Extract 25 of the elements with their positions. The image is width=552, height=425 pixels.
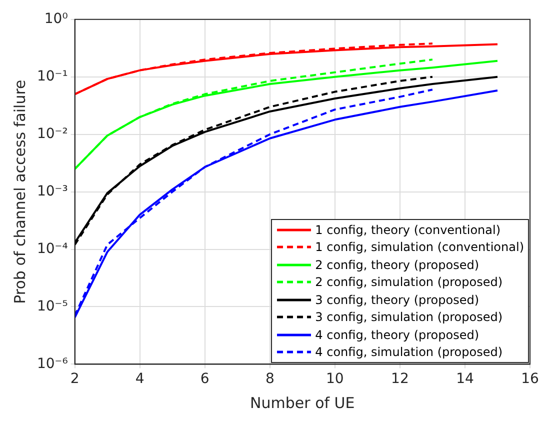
legend-label: 4 config, theory (proposed) bbox=[315, 328, 480, 342]
x-tick-label: 14 bbox=[456, 371, 474, 388]
legend-label: 4 config, simulation (proposed) bbox=[315, 345, 503, 360]
y-tick-label: 10⁻¹ bbox=[36, 68, 68, 85]
legend-label: 2 config, theory (proposed) bbox=[315, 258, 480, 272]
x-tick-label: 8 bbox=[265, 371, 274, 388]
y-tick-label: 10⁰ bbox=[44, 11, 68, 28]
y-tick-label: 10⁻⁴ bbox=[36, 240, 68, 257]
y-tick-label: 10⁻² bbox=[36, 126, 68, 142]
x-tick-label: 12 bbox=[391, 371, 409, 388]
legend-label: 3 config, theory (proposed) bbox=[315, 292, 480, 307]
x-tick-label: 6 bbox=[200, 371, 210, 388]
legend-label: 1 config, simulation (conventional) bbox=[315, 240, 524, 254]
x-axis-title: Number of UE bbox=[250, 394, 355, 412]
legend-label: 2 config, simulation (proposed) bbox=[315, 275, 503, 290]
y-tick-label: 10⁻⁶ bbox=[36, 356, 68, 372]
legend-label: 1 config, theory (conventional) bbox=[315, 222, 501, 237]
y-tick-label: 10⁻⁵ bbox=[36, 298, 68, 314]
y-axis-title: Prob of channel access failure bbox=[10, 80, 29, 304]
y-tick-label: 10⁻³ bbox=[36, 183, 68, 200]
x-tick-label: 4 bbox=[135, 371, 144, 388]
x-tick-label: 16 bbox=[521, 371, 539, 388]
x-tick-label: 10 bbox=[326, 371, 344, 388]
legend-label: 3 config, simulation (proposed) bbox=[315, 310, 503, 324]
x-tick-label: 2 bbox=[70, 371, 80, 388]
